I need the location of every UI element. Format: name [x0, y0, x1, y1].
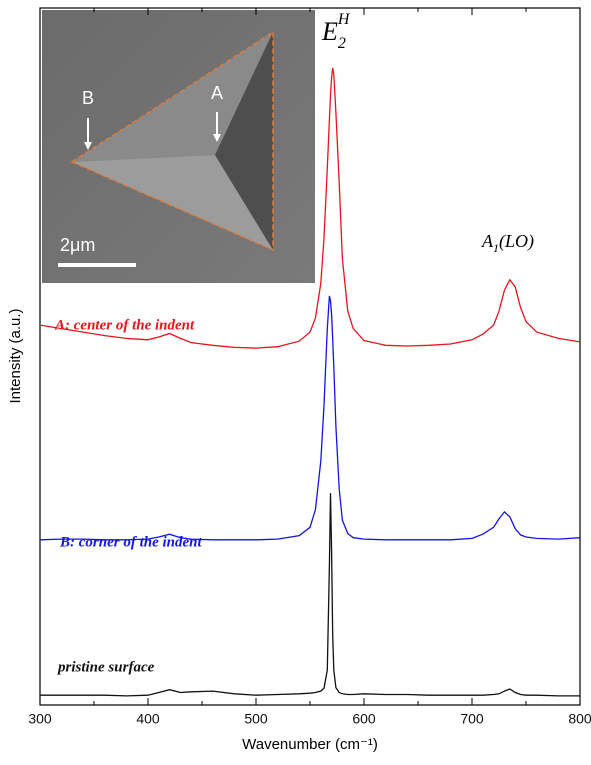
peak-label-base: E	[321, 17, 338, 46]
page: {"chart_data": {"type": "line", "x_label…	[0, 0, 591, 765]
series-label: A: center of the indent	[54, 317, 195, 333]
x-axis-label: Wavenumber (cm⁻¹)	[242, 736, 378, 753]
point-label: B	[82, 88, 94, 108]
peak-label: E2 H	[321, 11, 351, 52]
scale-bar	[58, 263, 136, 267]
point-label: A	[211, 83, 223, 103]
x-tick-label: 400	[136, 711, 160, 727]
peak-label-sub: 2	[338, 35, 346, 52]
inset-image: B A 2μm	[42, 10, 315, 283]
scale-label: 2μm	[60, 235, 95, 255]
x-tick-label: 700	[460, 711, 484, 727]
x-tick-label: 500	[244, 711, 268, 727]
peak-label: A1(LO)	[481, 231, 534, 255]
peak-label-rest: (LO)	[499, 231, 534, 252]
series-label: B: corner of the indent	[59, 534, 203, 550]
x-tick-label: 300	[28, 711, 52, 727]
y-axis-label: Intensity (a.u.)	[7, 308, 24, 403]
series-label: pristine surface	[56, 659, 155, 675]
x-tick-label: 600	[352, 711, 376, 727]
peak-label-sup: H	[337, 11, 351, 28]
x-tick-label: 800	[568, 711, 591, 727]
chart: B A 2μm Wavenumber (cm⁻¹) Intensity (a.u…	[0, 0, 591, 765]
